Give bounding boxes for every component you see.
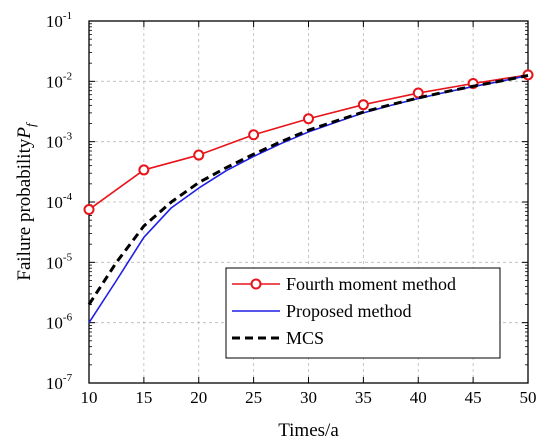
y-tick-exponent: -6	[63, 312, 73, 324]
y-tick-exponent: -4	[63, 191, 73, 203]
x-tick-label: 25	[245, 388, 262, 407]
series-point	[138, 164, 150, 176]
x-tick-label: 15	[135, 388, 152, 407]
y-tick-exponent: -3	[63, 131, 73, 143]
series-point	[357, 99, 369, 111]
y-tick-exponent: -2	[63, 70, 72, 82]
series-point	[303, 113, 314, 125]
y-tick-label: 10-7	[46, 372, 73, 393]
y-tick-base: 10	[46, 133, 63, 152]
y-axis-label-text: Failure probability	[14, 138, 35, 280]
y-tick-base: 10	[46, 374, 63, 393]
y-tick-label: 10-1	[46, 10, 72, 31]
series-point	[248, 129, 260, 141]
x-tick-label: 30	[300, 388, 317, 407]
series-point	[83, 204, 95, 216]
series-mcs	[87, 74, 529, 306]
series-fourth-moment-method	[83, 69, 534, 216]
y-tick-label: 10-5	[46, 251, 73, 272]
y-tick-base: 10	[46, 314, 63, 333]
x-tick-label: 20	[190, 388, 207, 407]
x-tick-label: 40	[410, 388, 427, 407]
series-proposed-method	[88, 74, 529, 324]
x-tick-label: 50	[520, 388, 537, 407]
series-point	[193, 149, 205, 161]
y-axis-label: Failure probabilityPf	[14, 121, 38, 281]
y-tick-base: 10	[46, 253, 63, 272]
y-tick-base: 10	[46, 12, 63, 31]
legend-label: Fourth moment method	[286, 274, 456, 294]
legend-marker	[250, 278, 262, 290]
series-line	[88, 74, 529, 324]
x-tick-label: 45	[465, 388, 482, 407]
legend-items: Fourth moment method Proposed method MCS	[232, 274, 456, 348]
y-axis-label-subscript: f	[23, 121, 38, 127]
series-layer	[83, 69, 534, 324]
y-tick-label: 10-4	[46, 191, 73, 212]
x-tick-label: 35	[355, 388, 372, 407]
legend: Fourth moment method Proposed method MCS	[225, 267, 501, 359]
legend-box	[225, 267, 501, 359]
y-tick-base: 10	[46, 72, 63, 91]
x-tick-label: 10	[81, 388, 98, 407]
y-axis-label-group: Failure probabilityPf	[14, 121, 38, 281]
y-tick-label: 10-3	[46, 131, 73, 152]
y-axis-label-symbol: P	[14, 127, 35, 140]
legend-label: Proposed method	[286, 301, 412, 321]
series-point	[412, 87, 424, 99]
y-tick-label: 10-6	[46, 312, 73, 333]
legend-label: MCS	[286, 328, 324, 348]
x-axis-label: Times/a	[278, 420, 339, 441]
y-tick-base: 10	[46, 193, 63, 212]
axis-ticks: 10 15 20 25 30 35 40 45 5010-710-610-510-410-310…	[46, 10, 537, 407]
y-tick-exponent: -7	[63, 372, 73, 384]
y-tick-exponent: -1	[63, 10, 72, 22]
y-tick-exponent: -5	[63, 251, 73, 263]
series-line	[87, 74, 529, 306]
y-tick-label: 10-2	[46, 70, 72, 91]
